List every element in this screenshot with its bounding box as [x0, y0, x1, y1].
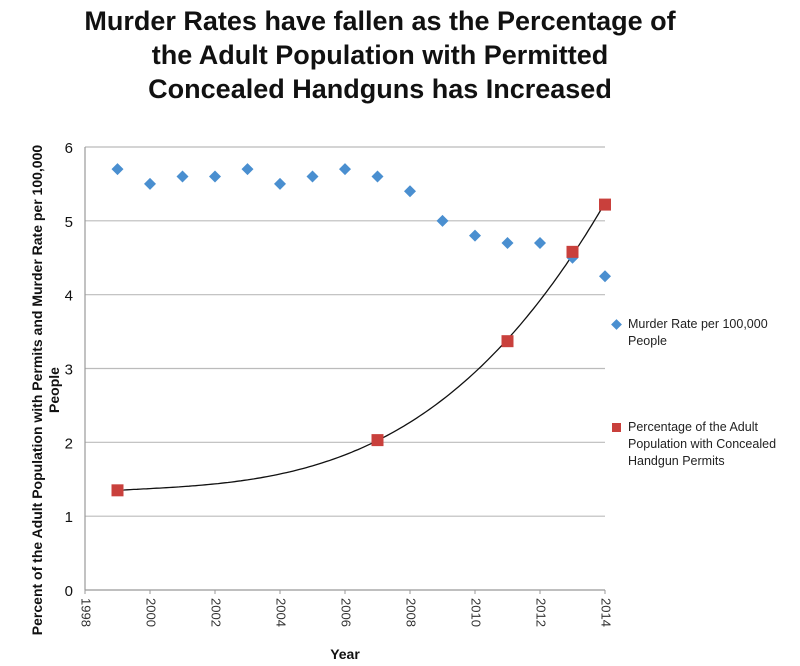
x-tick-label: 2010	[469, 598, 484, 627]
y-tick-label: 4	[65, 288, 73, 305]
y-tick-label: 5	[65, 214, 73, 231]
permit-percentage-point	[566, 245, 579, 258]
permit-percentage-point	[599, 198, 611, 211]
x-tick-label: 2004	[274, 598, 289, 627]
trendline	[117, 202, 606, 491]
murder-rate-point	[274, 177, 286, 190]
x-tick-label: 2002	[209, 598, 224, 627]
murder-rate-point	[534, 236, 546, 249]
x-tick-label: 2008	[404, 598, 419, 627]
chart-title: Murder Rates have fallen as the Percenta…	[84, 6, 676, 104]
legend-square-marker	[612, 423, 621, 432]
permit-percentage-point	[371, 434, 384, 447]
x-tick-label: 2000	[144, 598, 159, 627]
murder-rate-point	[176, 170, 189, 183]
y-tick-label: 6	[65, 140, 73, 157]
x-axis-label: Year	[330, 646, 360, 662]
murder-rate-point	[144, 177, 156, 190]
x-tick-label: 2014	[599, 598, 614, 627]
y-tick-label: 1	[65, 509, 73, 526]
murder-rate-point	[111, 163, 124, 176]
permit-percentage-point	[501, 335, 514, 348]
murder-rate-point	[469, 229, 481, 242]
permit-percentage-point	[111, 484, 124, 497]
murder-rate-point	[436, 214, 449, 227]
legend-label: Murder Rate per 100,000 People	[628, 317, 768, 348]
murder-rate-point	[371, 170, 384, 183]
murder-rate-point	[209, 170, 221, 183]
murder-rate-point	[599, 270, 611, 283]
murder-rate-point	[339, 163, 351, 176]
murder-rate-point	[306, 170, 319, 183]
murder-rate-point	[241, 163, 254, 176]
legend-label: Percentage of the Adult Population with …	[628, 420, 777, 468]
murder-rate-point	[404, 185, 416, 198]
y-tick-label: 0	[65, 583, 73, 600]
x-tick-label: 2006	[339, 598, 354, 627]
x-tick-label: 2012	[534, 598, 549, 627]
x-tick-label: 1998	[79, 598, 94, 627]
y-tick-label: 3	[65, 362, 73, 379]
murder-rate-point	[501, 236, 514, 249]
y-tick-label: 2	[65, 435, 73, 452]
